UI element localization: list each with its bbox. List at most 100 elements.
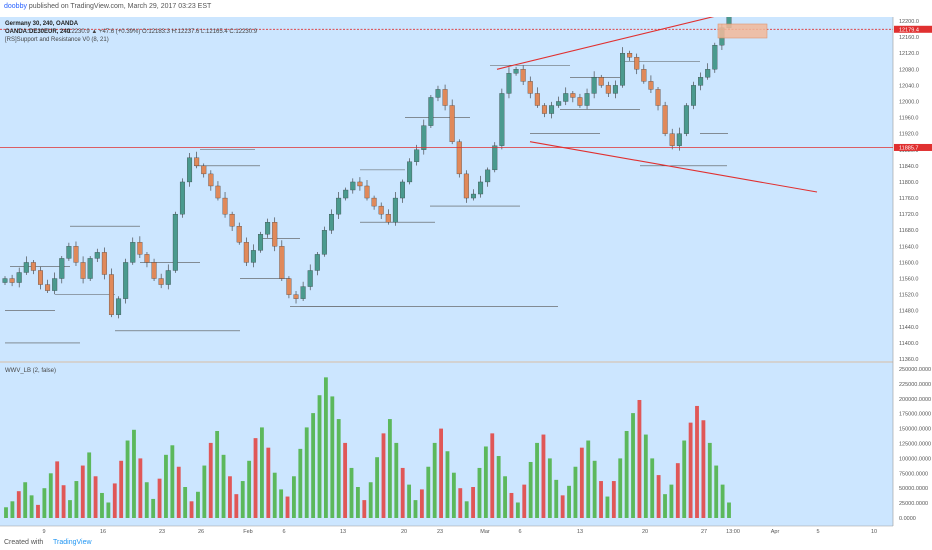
chart-title: Germany 30, 240, OANDA (5, 21, 79, 27)
volume-bar (586, 440, 591, 518)
candle-body (9, 278, 15, 283)
candle-body (591, 77, 597, 94)
candle-body (137, 242, 143, 255)
candle-body (258, 234, 264, 251)
volume-bar (387, 419, 392, 518)
price-pane[interactable] (0, 17, 893, 361)
candle-body (329, 213, 335, 231)
price-tick-label: 11480.0 (899, 309, 918, 315)
author-link[interactable]: doobby (4, 3, 27, 10)
candle-body (194, 157, 200, 167)
volume-bar (80, 465, 85, 518)
price-tick-label: 11600.0 (899, 260, 918, 266)
volume-bar (349, 467, 354, 518)
volume-indicator-label[interactable]: WWV_LB (2, false) (5, 368, 56, 374)
chart-area[interactable]: 12200.0 12160.0 12120.0 12080.0 12040.0 12000… (0, 17, 932, 536)
volume-bar (74, 481, 79, 518)
upper-trendline (496, 17, 715, 70)
volume-bar (183, 487, 188, 518)
candle-body (130, 242, 136, 263)
volume-bar (701, 420, 706, 518)
volume-bar (426, 466, 431, 518)
candle-body (187, 157, 193, 183)
level-price-text: 12179.4 (899, 27, 919, 33)
candle-body (605, 85, 611, 94)
volume-bar (573, 466, 578, 518)
volume-bar (663, 494, 667, 518)
time-tick-label: 16 (100, 529, 106, 535)
candle-body (16, 272, 22, 283)
volume-bar (93, 476, 98, 518)
candle-body (165, 270, 171, 285)
candle-body (144, 254, 150, 263)
volume-bar (554, 479, 559, 518)
volume-bar (10, 501, 15, 518)
candle-body (499, 93, 505, 146)
candle-body (45, 284, 51, 291)
candle-body (634, 57, 640, 70)
sr-indicator-label[interactable]: [RS]Support and Resistance V0 (8, 21) (5, 37, 109, 43)
candle-body (336, 197, 342, 215)
volume-bar (196, 491, 200, 518)
candle-body (215, 185, 221, 199)
volume-bar (394, 442, 399, 518)
volume-tick-label: 75000.0000 (899, 471, 928, 477)
candle-body (222, 197, 228, 215)
volume-tick-label: 100000.0000 (899, 456, 931, 462)
candle-body (229, 213, 235, 227)
symbol-label: OANDA:DE30EUR, 240 (5, 29, 71, 35)
price-tick-label: 11960.0 (899, 116, 918, 122)
time-axis[interactable] (0, 526, 932, 536)
price-tick-label: 12040.0 (899, 83, 919, 89)
volume-bar (311, 413, 316, 518)
level-price-text: 11885.7 (899, 145, 918, 151)
volume-bar (547, 458, 552, 518)
candle-body (272, 222, 278, 247)
level-price-badge (894, 143, 932, 151)
candle-body (300, 286, 306, 299)
price-tick-label: 11760.0 (899, 196, 918, 202)
candle-body (378, 205, 384, 215)
volume-bars (4, 377, 731, 518)
candle-body (463, 173, 469, 199)
volume-bar (343, 442, 348, 518)
volume-bar (215, 430, 220, 518)
volume-bar (528, 461, 533, 518)
candle-body (421, 125, 427, 150)
target-box[interactable] (717, 23, 768, 39)
candle-body (627, 53, 633, 58)
volume-bar (42, 488, 47, 518)
candle-body (87, 258, 93, 279)
candle-body (23, 262, 29, 273)
candle-body (648, 81, 654, 90)
volume-bar (323, 377, 328, 518)
footer-bar: Created with TradingView (0, 536, 932, 550)
volume-bar (260, 427, 264, 518)
level-price-badge (894, 25, 932, 33)
volume-bar (451, 472, 456, 518)
candle-body (577, 97, 583, 106)
volume-bar (656, 475, 661, 518)
volume-bar (170, 445, 175, 518)
candle-body (364, 185, 370, 199)
volume-bar (471, 487, 475, 518)
publish-text: published on TradingView.com, March 29, … (26, 3, 212, 10)
volume-bar (87, 452, 92, 518)
volume-bar (266, 447, 271, 518)
price-tick-label: 11640.0 (899, 244, 918, 250)
volume-bar (624, 430, 629, 518)
price-axis[interactable] (893, 17, 932, 527)
volume-bar (535, 442, 539, 518)
time-tick-label: 27 (701, 529, 707, 535)
candle-body (669, 133, 675, 146)
tradingview-brand[interactable]: TradingView (53, 539, 92, 546)
candle-body (705, 69, 711, 78)
volume-bar (272, 472, 277, 518)
volume-bar (695, 405, 699, 518)
volume-bar (413, 500, 418, 518)
time-tick-label: 9 (42, 529, 45, 535)
candle-body (66, 246, 72, 259)
price-ticks: 12200.0 12160.0 12120.0 12080.0 12040.0 12000… (899, 19, 919, 363)
volume-bar (112, 483, 117, 518)
candle-body (428, 97, 434, 126)
